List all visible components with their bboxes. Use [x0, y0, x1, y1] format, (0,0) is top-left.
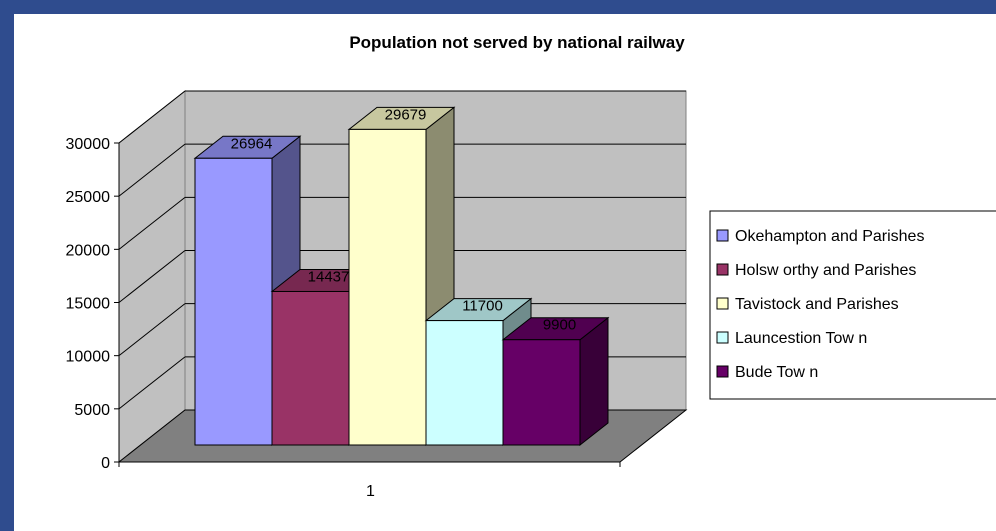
- gridline-side: [118, 143, 186, 197]
- bar: [425, 320, 504, 446]
- gridline-side: [118, 196, 186, 250]
- data-label: 29679: [385, 106, 427, 123]
- y-tick-label: 15000: [66, 296, 111, 313]
- y-tick-label: 20000: [66, 242, 111, 259]
- legend-label: Bude Tow n: [735, 364, 818, 381]
- legend-label: Okehampton and Parishes: [735, 228, 924, 245]
- legend-swatch: [716, 365, 729, 378]
- data-label: 9900: [543, 317, 576, 334]
- data-labels: 26964 14437 29679 11700 9900: [231, 106, 577, 333]
- y-tick-label: 10000: [66, 349, 111, 366]
- legend-swatch: [716, 297, 729, 310]
- axes: 0 5000 10000 15000 20000 25000 30000 1: [66, 136, 621, 500]
- gridline-side: [118, 303, 186, 357]
- data-label: 14437: [308, 268, 350, 285]
- legend-swatch: [716, 263, 729, 276]
- gridline-side: [118, 250, 186, 303]
- bar: [194, 157, 273, 446]
- bar: [271, 290, 350, 446]
- bar: [502, 339, 581, 446]
- y-tick-label: 30000: [66, 136, 111, 153]
- data-label: 26964: [231, 135, 273, 152]
- x-tick-label: 1: [366, 483, 375, 500]
- bar-chart: Population not served by national railwa…: [66, 33, 996, 500]
- legend: Okehampton and Parishes Holsw orthy and P…: [709, 210, 996, 400]
- data-label: 11700: [462, 298, 503, 315]
- legend-box: [709, 210, 996, 400]
- legend-label: Launcestion Tow n: [735, 330, 867, 347]
- bar: [348, 128, 427, 446]
- y-tick-label: 25000: [66, 189, 111, 206]
- legend-label: Holsw orthy and Parishes: [735, 262, 916, 279]
- bars: [193, 106, 610, 447]
- chart-area: Population not served by national railwa…: [14, 14, 996, 531]
- gridline-side: [118, 90, 186, 144]
- legend-swatch: [716, 229, 729, 242]
- y-tick-label: 5000: [74, 402, 110, 419]
- y-tick-label: 0: [101, 455, 110, 472]
- legend-swatch: [716, 331, 729, 344]
- gridline-side: [118, 356, 186, 410]
- chart-title: Population not served by national railwa…: [349, 33, 685, 52]
- legend-label: Tavistock and Parishes: [735, 296, 899, 313]
